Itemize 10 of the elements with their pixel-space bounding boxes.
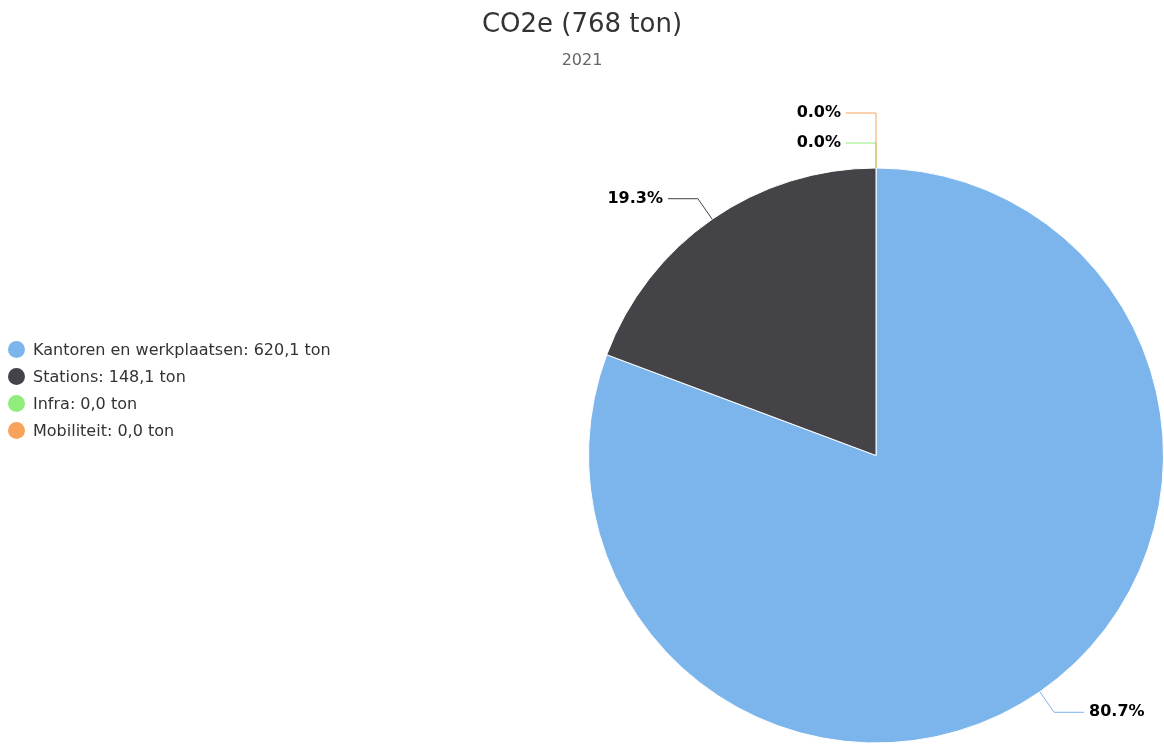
legend-label: Kantoren en werkplaatsen: 620,1 ton [33, 340, 331, 359]
legend-label: Mobiliteit: 0,0 ton [33, 421, 175, 440]
legend-label: Infra: 0,0 ton [33, 394, 138, 413]
chart-subtitle: 2021 [560, 50, 604, 69]
chart-title: CO2e (768 ton) [480, 8, 684, 38]
text: 0.0% [796, 102, 841, 122]
legend-label: Stations: 148,1 ton [33, 367, 186, 386]
text: 0.0% [796, 132, 841, 152]
data-label: 19.3% [607, 187, 663, 207]
data-label: 80.7% [1089, 701, 1145, 721]
